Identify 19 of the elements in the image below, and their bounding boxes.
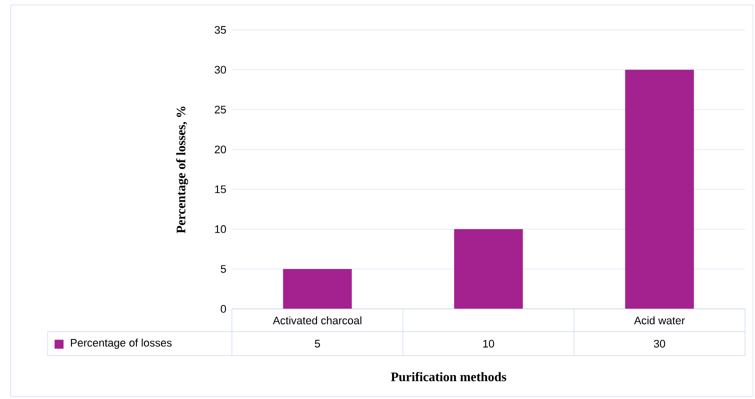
x-tick-label: Activated charcoal bbox=[272, 316, 362, 325]
data-label: 30 bbox=[654, 340, 666, 348]
y-tick-label: 10 bbox=[215, 226, 226, 234]
bar bbox=[283, 269, 352, 310]
y-tick-label: 0 bbox=[220, 305, 226, 313]
y-tick-label: 20 bbox=[214, 146, 226, 154]
x-tick-label: Acid water bbox=[634, 316, 685, 325]
y-tick-label: 35 bbox=[214, 26, 226, 34]
y-tick-label: 30 bbox=[214, 66, 226, 74]
x-axis-title: Purification methods bbox=[390, 372, 506, 382]
y-tick-label: 25 bbox=[214, 106, 226, 114]
bar bbox=[625, 70, 694, 310]
data-label: 10 bbox=[483, 340, 494, 348]
y-axis-title: Percentage of losses, % bbox=[176, 106, 188, 234]
y-tick-label: 5 bbox=[220, 265, 226, 274]
legend-label: Percentage of losses bbox=[70, 338, 172, 350]
y-tick-label: 15 bbox=[215, 186, 226, 194]
data-label: 5 bbox=[314, 340, 320, 348]
bar bbox=[454, 229, 523, 310]
